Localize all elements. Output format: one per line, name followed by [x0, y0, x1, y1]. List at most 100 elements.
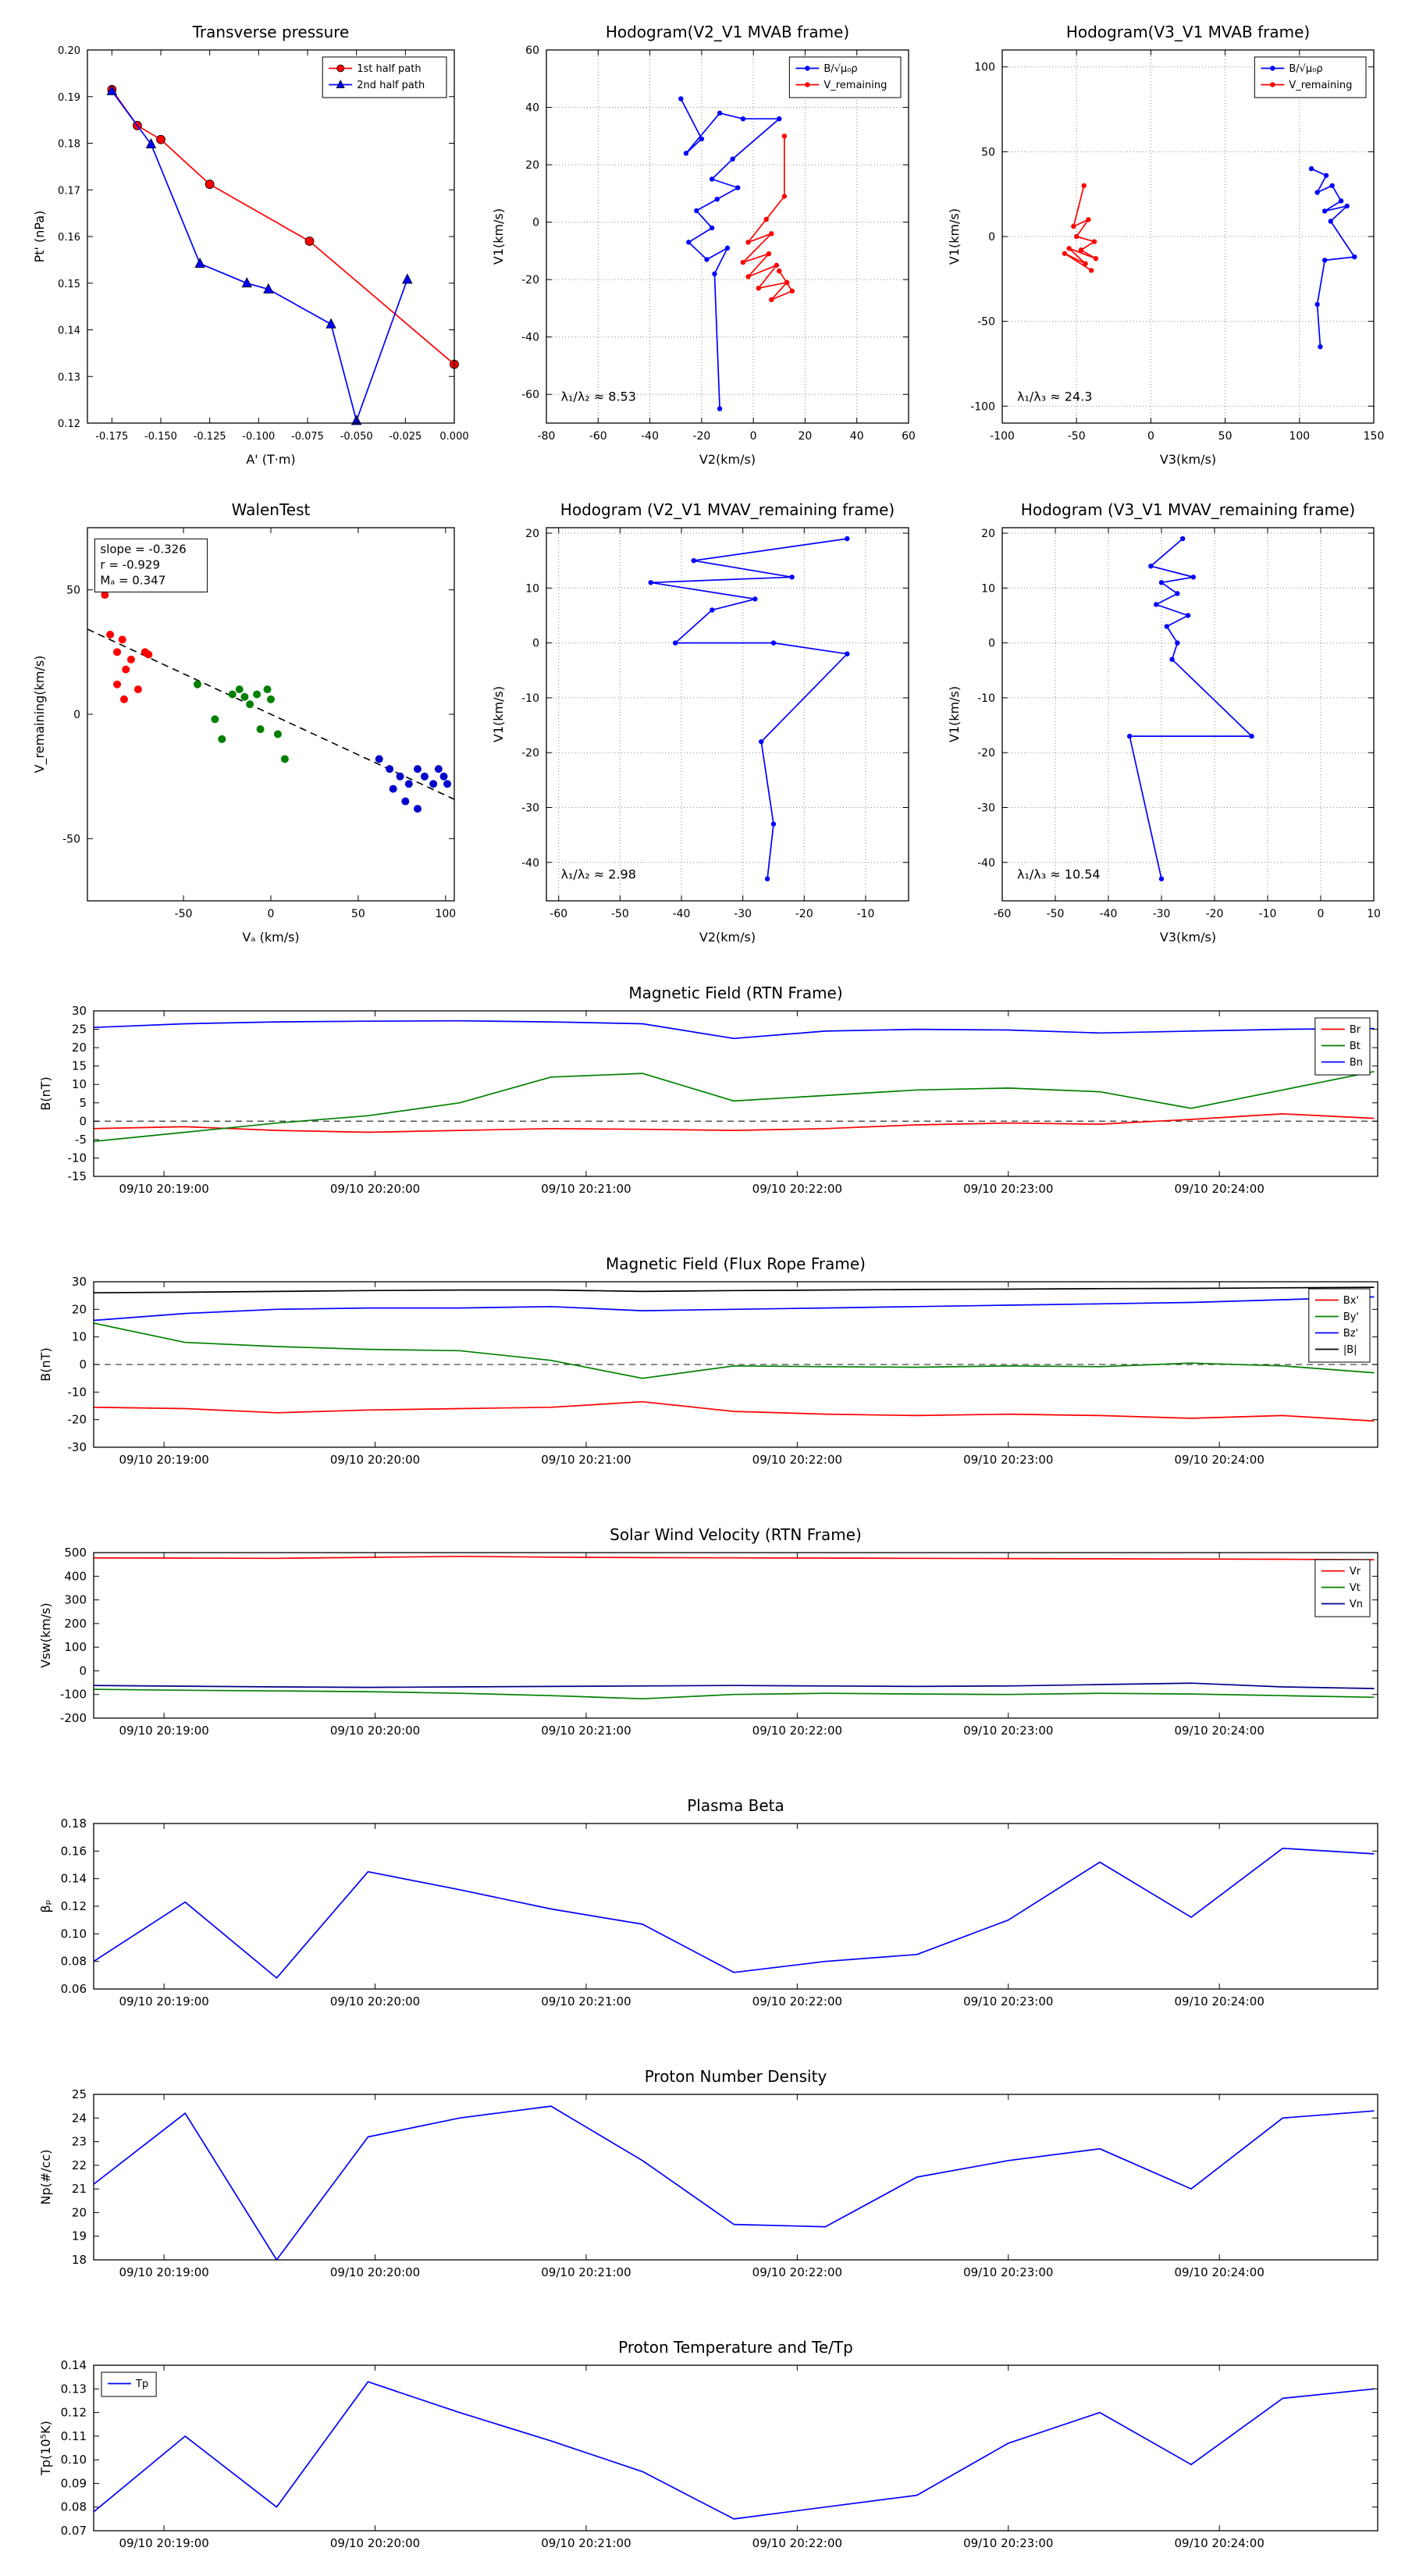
svg-text:20: 20: [72, 1041, 87, 1055]
svg-text:0: 0: [79, 1357, 87, 1372]
svg-text:λ₁/λ₃ ≈ 10.54: λ₁/λ₃ ≈ 10.54: [1017, 866, 1101, 881]
svg-text:WalenTest: WalenTest: [232, 500, 311, 519]
svg-text:60: 60: [525, 44, 539, 57]
svg-text:λ₁/λ₂ ≈ 2.98: λ₁/λ₂ ≈ 2.98: [561, 866, 636, 881]
magnetic-field-rtn-panel: 09/10 20:19:00 09/10 20:20:00 09/10 20:21:…: [20, 978, 1393, 1214]
svg-text:Hodogram(V3_V1 MVAB frame): Hodogram(V3_V1 MVAB frame): [1066, 23, 1310, 41]
svg-text:09/10 20:22:00: 09/10 20:22:00: [752, 1453, 842, 1467]
svg-text:20: 20: [72, 1302, 87, 1316]
svg-text:09/10 20:22:00: 09/10 20:22:00: [752, 1994, 842, 2008]
svg-text:V_remaining: V_remaining: [823, 80, 887, 91]
svg-text:-40: -40: [673, 908, 691, 920]
svg-text:09/10 20:21:00: 09/10 20:21:00: [541, 1182, 631, 1196]
svg-text:-10: -10: [521, 692, 539, 705]
magnetic-field-fluxrope-panel: 09/10 20:19:00 09/10 20:20:00 09/10 20:21:…: [20, 1249, 1393, 1485]
svg-text:09/10 20:19:00: 09/10 20:19:00: [119, 2536, 208, 2550]
svg-text:Bn: Bn: [1350, 1057, 1363, 1069]
svg-text:09/10 20:22:00: 09/10 20:22:00: [752, 1724, 842, 1738]
svg-text:Vr: Vr: [1350, 1566, 1361, 1578]
svg-text:V_remaining(km/s): V_remaining(km/s): [32, 656, 48, 774]
svg-text:-20: -20: [795, 908, 813, 920]
hodogram-v3v1-mvab-plot: -100 -50 0 50 100 150 -100 -50 0 50 100 Hodogram(V3…: [934, 9, 1394, 487]
svg-text:400: 400: [64, 1569, 87, 1583]
svg-text:-50: -50: [1068, 430, 1086, 443]
svg-text:Pt' (nPa): Pt' (nPa): [32, 211, 47, 263]
plasma-beta-panel: 09/10 20:19:00 09/10 20:20:00 09/10 20:21:…: [20, 1791, 1393, 2026]
svg-text:Hodogram (V2_V1 MVAV_remaining: Hodogram (V2_V1 MVAV_remaining frame): [560, 500, 895, 519]
svg-text:-20: -20: [692, 430, 710, 443]
svg-text:-0.075: -0.075: [291, 431, 324, 443]
svg-text:09/10 20:22:00: 09/10 20:22:00: [752, 1182, 842, 1196]
svg-text:V1(km/s): V1(km/s): [491, 208, 506, 265]
svg-text:Hodogram (V3_V1 MVAV_remaining: Hodogram (V3_V1 MVAV_remaining frame): [1021, 500, 1355, 519]
svg-text:100: 100: [974, 62, 995, 74]
svg-text:18: 18: [72, 2253, 87, 2267]
svg-text:10: 10: [981, 582, 995, 595]
svg-text:-5: -5: [75, 1133, 87, 1147]
svg-text:|B|: |B|: [1343, 1344, 1357, 1356]
svg-text:0: 0: [268, 908, 275, 920]
svg-text:Plasma Beta: Plasma Beta: [687, 1796, 784, 1815]
svg-text:09/10 20:19:00: 09/10 20:19:00: [119, 1724, 208, 1738]
svg-text:09/10 20:22:00: 09/10 20:22:00: [752, 2265, 842, 2279]
svg-text:Proton Number Density: Proton Number Density: [645, 2067, 827, 2086]
svg-text:V1(km/s): V1(km/s): [947, 686, 962, 742]
svg-text:V_remaining: V_remaining: [1289, 80, 1352, 91]
svg-text:βₚ: βₚ: [38, 1899, 53, 1912]
svg-text:-100: -100: [60, 1688, 87, 1702]
svg-text:Bx': Bx': [1343, 1295, 1359, 1307]
svg-text:5: 5: [79, 1096, 87, 1110]
hodogram-v3v1-mvav-svg: -60 -50 -40 -30 -20 -10 0 10 -40 -30 -20 -10 0 10 20 Ho…: [947, 500, 1381, 945]
svg-text:-40: -40: [521, 857, 539, 870]
svg-text:-0.125: -0.125: [194, 431, 226, 443]
svg-text:-10: -10: [68, 1385, 87, 1399]
svg-text:0.15: 0.15: [58, 279, 80, 290]
svg-text:-40: -40: [1100, 908, 1118, 920]
svg-text:0: 0: [1318, 908, 1325, 920]
svg-text:09/10 20:23:00: 09/10 20:23:00: [963, 1994, 1053, 2008]
svg-text:10: 10: [72, 1077, 87, 1091]
svg-text:100: 100: [64, 1640, 87, 1654]
svg-text:V2(km/s): V2(km/s): [699, 452, 756, 467]
svg-text:-0.100: -0.100: [242, 431, 275, 443]
walen-test-plot: -50 0 50 100 -50 0 50 WalenTest Vₐ (km/s) V_remai…: [16, 490, 476, 965]
svg-text:-30: -30: [734, 908, 752, 920]
svg-text:0.16: 0.16: [58, 232, 80, 244]
svg-text:09/10 20:24:00: 09/10 20:24:00: [1175, 1182, 1264, 1196]
svg-text:-0.175: -0.175: [95, 431, 128, 443]
svg-text:50: 50: [981, 146, 995, 158]
svg-text:0.18: 0.18: [61, 1816, 87, 1831]
svg-text:09/10 20:19:00: 09/10 20:19:00: [119, 1994, 208, 2008]
svg-text:09/10 20:24:00: 09/10 20:24:00: [1175, 2265, 1264, 2279]
svg-text:Mₐ = 0.347: Mₐ = 0.347: [100, 573, 165, 587]
svg-text:A' (T·m): A' (T·m): [246, 452, 295, 467]
svg-text:20: 20: [799, 430, 813, 443]
svg-text:15: 15: [72, 1059, 87, 1073]
transverse-pressure-plot: -0.175 -0.150 -0.125 -0.100 -0.075 -0.050 -0.0…: [16, 9, 476, 487]
svg-text:09/10 20:22:00: 09/10 20:22:00: [752, 2536, 842, 2550]
svg-text:Tp(10⁵K): Tp(10⁵K): [38, 2421, 53, 2476]
svg-text:0.10: 0.10: [61, 2453, 87, 2467]
svg-text:09/10 20:23:00: 09/10 20:23:00: [963, 1724, 1053, 1738]
svg-text:0.14: 0.14: [58, 326, 80, 337]
svg-text:100: 100: [1289, 430, 1310, 443]
svg-text:-30: -30: [977, 802, 995, 815]
svg-text:30: 30: [72, 1004, 87, 1018]
svg-text:-40: -40: [641, 430, 659, 443]
proton-density-panel: 09/10 20:19:00 09/10 20:20:00 09/10 20:21:…: [20, 2062, 1393, 2297]
svg-text:Magnetic Field (Flux Rope Fram: Magnetic Field (Flux Rope Frame): [606, 1254, 866, 1273]
proton-temperature-panel: 09/10 20:19:00 09/10 20:20:00 09/10 20:21:…: [20, 2332, 1393, 2568]
svg-text:09/10 20:24:00: 09/10 20:24:00: [1175, 1453, 1264, 1467]
svg-text:-10: -10: [1259, 908, 1277, 920]
svg-text:23: 23: [72, 2135, 87, 2149]
svg-text:19: 19: [72, 2229, 87, 2243]
svg-text:21: 21: [72, 2182, 87, 2196]
svg-text:Magnetic Field (RTN Frame): Magnetic Field (RTN Frame): [628, 984, 842, 1002]
svg-text:Transverse pressure: Transverse pressure: [192, 23, 350, 41]
hodogram-v2v1-mvab-svg: -80 -60 -40 -20 0 20 40 60 -60 -40 -20 0 20 40 60 Hodog…: [491, 23, 916, 467]
svg-text:0.12: 0.12: [61, 2406, 87, 2420]
svg-text:50: 50: [1218, 430, 1232, 443]
svg-text:λ₁/λ₃ ≈ 24.3: λ₁/λ₃ ≈ 24.3: [1017, 389, 1092, 404]
svg-text:09/10 20:21:00: 09/10 20:21:00: [541, 2265, 631, 2279]
solar-wind-velocity-panel: 09/10 20:19:00 09/10 20:20:00 09/10 20:21:…: [20, 1520, 1393, 1756]
